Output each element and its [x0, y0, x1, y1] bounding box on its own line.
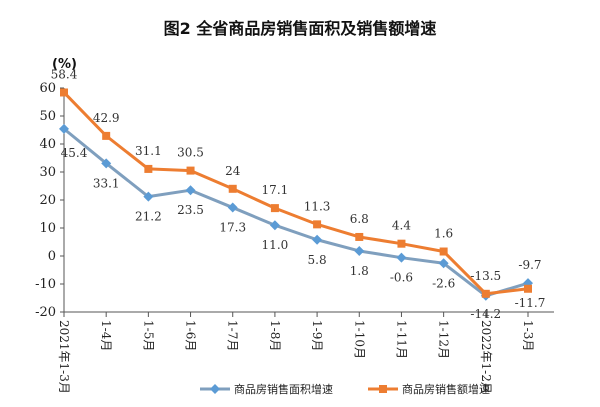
x-tick-label: 1-8月: [268, 320, 282, 351]
y-tick-label: 40: [39, 137, 56, 152]
series-line-1: [62, 91, 529, 296]
data-label: 6.8: [350, 212, 369, 226]
data-point-sales: [144, 164, 153, 173]
data-label: -2.6: [432, 276, 455, 290]
x-tick-label: 2022年1-2月: [479, 320, 493, 394]
y-tick-label: 30: [39, 165, 56, 180]
data-label: 45.4: [61, 146, 88, 160]
data-point-sales: [60, 88, 68, 97]
x-tick-label: 1-5月: [141, 320, 155, 351]
data-label: 58.4: [51, 67, 78, 81]
x-tick-label: 1-6月: [184, 320, 198, 351]
data-label: 1.8: [350, 264, 369, 278]
x-tick-label: 1-10月: [352, 320, 366, 359]
series-line-0: [63, 127, 529, 298]
data-label: 11.3: [304, 199, 331, 213]
axes: -20 -10 0 10 20 30 40 50 60 2021年1-3月 1-4月 1-5月 1-6月…: [35, 81, 554, 394]
data-point-area: [269, 220, 280, 231]
data-point-area: [185, 185, 196, 196]
data-point-sales: [102, 131, 111, 140]
data-label: 33.1: [93, 176, 120, 190]
data-label: 30.5: [177, 146, 204, 160]
data-label: 21.2: [135, 210, 162, 224]
legend-label: 商品房销售面积增速: [234, 382, 333, 396]
series-layer: [59, 88, 533, 301]
data-point-sales: [270, 204, 279, 213]
data-point-area: [101, 158, 112, 169]
y-tick-label: 0: [48, 249, 56, 264]
data-point-sales: [397, 239, 406, 248]
data-point-area: [227, 202, 238, 213]
y-tick-label: 10: [39, 221, 56, 236]
data-label: -0.6: [390, 271, 413, 285]
data-point-sales: [313, 220, 322, 229]
legend-marker: [210, 384, 220, 394]
data-point-sales: [481, 289, 490, 298]
data-point-area: [354, 245, 365, 256]
x-tick-label: 1-12月: [437, 320, 451, 359]
data-labels: 45.4 33.1 21.2 23.5 17.3 11.0 5.8 1.8 -0.6 -2.6 -1…: [51, 67, 546, 320]
data-point-sales: [355, 232, 364, 241]
x-tick-label: 2021年1-3月: [57, 320, 71, 394]
data-point-sales: [186, 166, 195, 175]
data-point-sales: [228, 184, 237, 193]
data-point-area: [312, 234, 323, 245]
y-tick-label: 50: [39, 109, 56, 124]
legend-marker: [379, 385, 387, 393]
data-label: -9.7: [518, 258, 541, 272]
data-point-area: [143, 191, 154, 202]
chart-title: 图2 全省商品房销售面积及销售额增速: [164, 19, 437, 38]
data-label: -14.2: [470, 307, 501, 321]
legend: 商品房销售面积增速 商品房销售额增速: [200, 382, 490, 396]
x-tick-label: 1-4月: [99, 320, 113, 351]
data-label: 11.0: [262, 238, 289, 252]
data-label: 4.4: [392, 219, 411, 233]
x-tick-label: 1-9月: [310, 320, 324, 351]
x-tick-label: 1-11月: [394, 320, 408, 359]
y-tick-label: 20: [39, 193, 56, 208]
data-label: 23.5: [177, 203, 204, 217]
legend-label: 商品房销售额增速: [402, 382, 490, 396]
data-label: 5.8: [308, 253, 327, 267]
data-point-area: [59, 123, 69, 134]
x-tick-label: 1-7月: [226, 320, 240, 351]
data-point-area: [438, 258, 449, 269]
y-axis-unit-label: (%): [52, 57, 77, 72]
y-tick-label: -10: [35, 277, 56, 292]
data-label: -11.7: [515, 296, 546, 310]
data-label: 42.9: [93, 111, 120, 125]
data-label: 17.1: [262, 183, 289, 197]
data-label: 1.6: [434, 227, 453, 241]
data-point-sales: [524, 284, 532, 293]
y-tick-label: 60: [39, 81, 56, 96]
y-tick-label: -20: [35, 305, 56, 320]
data-label: 24: [225, 164, 241, 178]
data-label: 17.3: [219, 221, 246, 235]
data-label: -13.5: [470, 269, 501, 283]
data-point-area: [396, 252, 407, 263]
data-label: 31.1: [135, 144, 162, 158]
data-point-sales: [439, 247, 448, 256]
x-tick-label: 1-3月: [521, 320, 535, 351]
